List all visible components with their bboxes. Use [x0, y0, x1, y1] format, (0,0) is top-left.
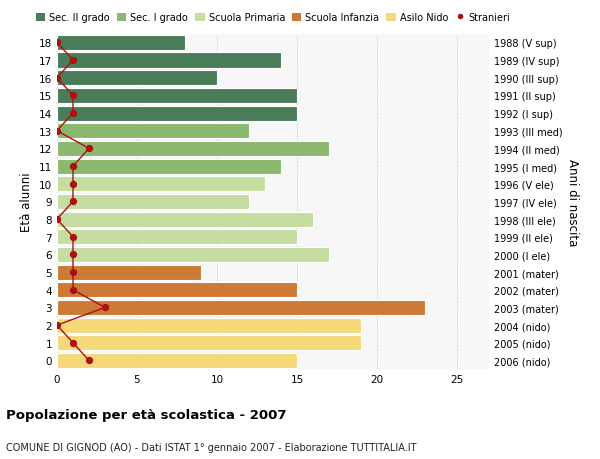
Bar — [57, 36, 185, 51]
Point — [68, 163, 78, 170]
Bar — [57, 265, 201, 280]
Bar — [57, 212, 313, 227]
Point — [84, 357, 94, 364]
Text: COMUNE DI GIGNOD (AO) - Dati ISTAT 1° gennaio 2007 - Elaborazione TUTTITALIA.IT: COMUNE DI GIGNOD (AO) - Dati ISTAT 1° ge… — [6, 442, 416, 452]
Point — [100, 304, 110, 312]
Bar — [57, 159, 281, 174]
Point — [52, 322, 62, 329]
Y-axis label: Anni di nascita: Anni di nascita — [566, 158, 579, 246]
Bar — [57, 106, 297, 121]
Bar — [57, 353, 297, 368]
Point — [68, 110, 78, 118]
Bar — [57, 141, 329, 157]
Point — [68, 57, 78, 65]
Point — [68, 339, 78, 347]
Bar — [57, 300, 425, 315]
Point — [68, 269, 78, 276]
Point — [68, 198, 78, 206]
Point — [52, 39, 62, 47]
Point — [68, 251, 78, 258]
Bar — [57, 336, 361, 351]
Bar — [57, 230, 297, 245]
Bar — [57, 71, 217, 86]
Bar — [57, 177, 265, 192]
Point — [84, 146, 94, 153]
Bar — [57, 89, 297, 104]
Point — [68, 92, 78, 100]
Bar — [57, 124, 249, 139]
Bar — [57, 195, 249, 209]
Bar — [57, 318, 361, 333]
Text: Popolazione per età scolastica - 2007: Popolazione per età scolastica - 2007 — [6, 408, 287, 421]
Bar — [57, 53, 281, 68]
Point — [68, 234, 78, 241]
Bar — [57, 247, 329, 263]
Point — [68, 181, 78, 188]
Point — [52, 75, 62, 82]
Legend: Sec. II grado, Sec. I grado, Scuola Primaria, Scuola Infanzia, Asilo Nido, Stran: Sec. II grado, Sec. I grado, Scuola Prim… — [36, 13, 510, 23]
Point — [52, 216, 62, 223]
Y-axis label: Età alunni: Età alunni — [20, 172, 34, 232]
Bar — [57, 283, 297, 297]
Point — [52, 128, 62, 135]
Point — [68, 286, 78, 294]
